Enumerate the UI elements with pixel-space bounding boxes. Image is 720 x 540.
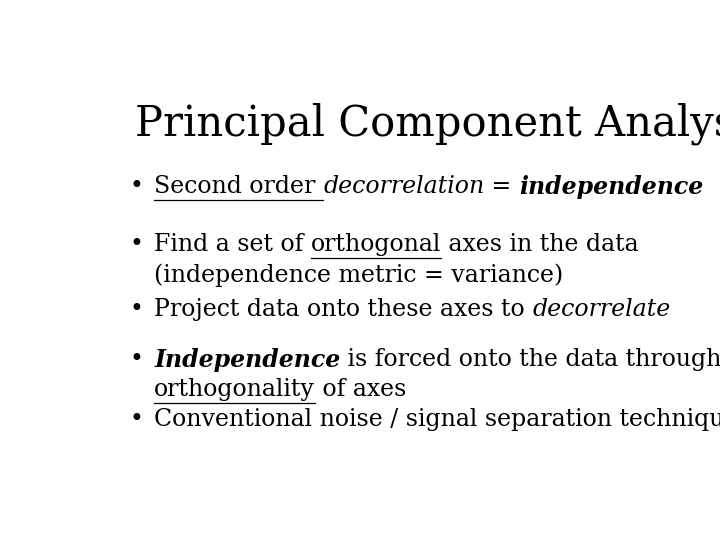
Text: •: •: [129, 175, 143, 198]
Text: orthogonality: orthogonality: [154, 378, 315, 401]
Text: Independence: Independence: [154, 348, 341, 372]
Text: is forced onto the data through the: is forced onto the data through the: [341, 348, 720, 370]
Text: Principal Component Analysis: Principal Component Analysis: [135, 102, 720, 145]
Text: Second order: Second order: [154, 175, 323, 198]
Text: (independence metric = variance): (independence metric = variance): [154, 264, 564, 287]
Text: decorrelation: decorrelation: [323, 175, 485, 198]
Text: •: •: [129, 298, 143, 321]
Text: •: •: [129, 408, 143, 431]
Text: independence: independence: [519, 175, 703, 199]
Text: •: •: [129, 233, 143, 256]
Text: =: =: [485, 175, 519, 198]
Text: axes in the data: axes in the data: [441, 233, 639, 256]
Text: orthogonal: orthogonal: [311, 233, 441, 256]
Text: •: •: [129, 348, 143, 370]
Text: of axes: of axes: [315, 378, 406, 401]
Text: Project data onto these axes to: Project data onto these axes to: [154, 298, 532, 321]
Text: decorrelate: decorrelate: [532, 298, 670, 321]
Text: Find a set of: Find a set of: [154, 233, 311, 256]
Text: Conventional noise / signal separation technique: Conventional noise / signal separation t…: [154, 408, 720, 431]
